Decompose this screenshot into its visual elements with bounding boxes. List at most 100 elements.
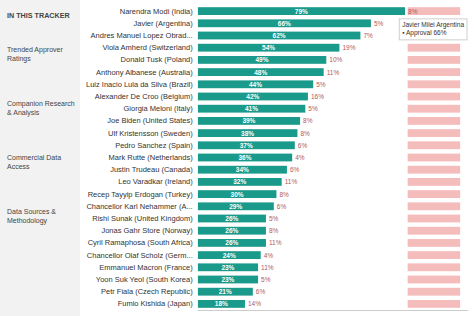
approve-bar: [198, 300, 245, 308]
disapprove-label: 6%: [298, 142, 308, 149]
disapprove-band: [408, 68, 460, 76]
disapprove-band: [408, 227, 460, 235]
disapprove-label: 7%: [363, 32, 373, 39]
disapprove-label: 4%: [264, 252, 274, 259]
value-label: 18%: [215, 300, 228, 307]
approve-bar: [198, 215, 266, 223]
approve-bar: [198, 7, 405, 15]
value-label: 21%: [219, 288, 232, 295]
value-label: 36%: [238, 154, 251, 161]
category-label: Cyril Ramaphosa (South Africa): [88, 238, 194, 247]
category-label: Luiz Inacio Lula da Silva (Brazil): [86, 80, 193, 89]
category-label: Leo Varadkar (Ireland): [118, 177, 193, 186]
category-label: Justin Trudeau (Canada): [110, 165, 193, 174]
disapprove-label: 8%: [303, 117, 313, 124]
disapprove-label: 5%: [269, 215, 279, 222]
value-label: 54%: [262, 44, 275, 51]
disapprove-label: 8%: [300, 130, 310, 137]
sidebar-item: Companion Research& Analysis: [7, 100, 75, 117]
approve-bar: [198, 117, 300, 125]
value-label: 26%: [225, 215, 238, 222]
approve-bar: [198, 202, 274, 210]
approve-bar: [198, 105, 306, 113]
value-label: 26%: [225, 239, 238, 246]
value-label: 32%: [233, 178, 246, 185]
category-label: Viola Amherd (Switzerland): [102, 43, 193, 52]
bars: [198, 7, 460, 308]
category-label: Donald Tusk (Poland): [121, 55, 194, 64]
sidebar-line: Companion Research: [7, 100, 75, 108]
approve-bar: [198, 129, 298, 137]
disapprove-band: [408, 105, 460, 113]
value-label: 38%: [241, 130, 254, 137]
approve-bar: [198, 154, 292, 162]
disapprove-band: [408, 80, 460, 88]
disapprove-label: 11%: [327, 69, 340, 76]
disapprove-band: [408, 300, 460, 308]
approve-bar: [198, 68, 324, 76]
category-label: Mark Rutte (Netherlands): [109, 153, 194, 162]
approve-bar: [198, 141, 295, 149]
category-label: Petr Fiala (Czech Republic): [101, 287, 193, 296]
approve-bar: [198, 263, 258, 271]
approve-bar: [198, 178, 282, 186]
disapprove-label: 5%: [316, 81, 326, 88]
value-label: 26%: [225, 227, 238, 234]
approve-bar: [198, 19, 371, 27]
value-label: 37%: [240, 142, 253, 149]
category-label: Fumio Kishida (Japan): [118, 299, 194, 308]
disapprove-label: 11%: [269, 239, 282, 246]
disapprove-band: [408, 166, 460, 174]
approve-bar: [198, 93, 308, 101]
disapprove-band: [408, 129, 460, 137]
approve-bar: [198, 227, 266, 235]
disapprove-label: 5%: [308, 105, 318, 112]
disapprove-band: [408, 178, 460, 186]
category-label: Ulf Kristensson (Sweden): [108, 129, 193, 138]
approve-bar: [198, 276, 258, 284]
disapprove-label: 6%: [290, 166, 300, 173]
annotation-line: Javier Milei Argentina: [402, 21, 464, 29]
approve-bar: [198, 239, 266, 247]
disapprove-band: [408, 7, 460, 15]
disapprove-band: [408, 263, 460, 271]
disapprove-band: [408, 190, 460, 198]
disapprove-label: 4%: [295, 154, 305, 161]
sidebar-item: Data Sources &Methodology: [7, 208, 56, 225]
value-label: 62%: [273, 32, 286, 39]
category-label: Chancellor Olaf Scholz (Germ...: [87, 251, 193, 260]
value-label: 48%: [254, 69, 267, 76]
disapprove-label: 19%: [342, 44, 355, 51]
approve-bar: [198, 32, 361, 40]
labels: 79%8%Narendra Modi (India)66%5%Javier (A…: [86, 7, 418, 309]
value-label: 49%: [256, 56, 269, 63]
approve-bar: [198, 166, 287, 174]
category-label: Chancellor Karl Nehammer (A...: [86, 202, 192, 211]
tooltip: Javier Milei Argentina▪ Approval 66%: [399, 19, 467, 40]
value-label: 44%: [249, 81, 262, 88]
value-label: 23%: [221, 264, 234, 271]
category-label: Anthony Albanese (Australia): [96, 68, 193, 77]
sidebar-item: Commercial DataAccess: [7, 154, 61, 170]
category-label: Javier (Argentina): [134, 19, 194, 28]
annotation-line: ▪ Approval 66%: [402, 29, 446, 37]
disapprove-band: [408, 276, 460, 284]
disapprove-label: 8%: [408, 8, 418, 15]
sidebar-line: Trended Approver: [7, 46, 63, 54]
disapprove-label: 10%: [329, 56, 342, 63]
sidebar-header: IN THIS TRACKER: [7, 11, 71, 20]
disapprove-band: [408, 202, 460, 210]
approve-bar: [198, 288, 253, 296]
disapprove-label: 6%: [277, 203, 287, 210]
category-label: Narendra Modi (India): [120, 7, 193, 16]
value-label: 34%: [236, 166, 249, 173]
disapprove-label: 5%: [374, 20, 384, 27]
approve-bar: [198, 251, 261, 259]
sidebar-line: IN THIS TRACKER: [7, 11, 71, 20]
disapprove-label: 6%: [256, 288, 266, 295]
disapprove-band: [408, 215, 460, 223]
sidebar-line: Methodology: [7, 217, 48, 225]
category-label: Jonas Gahr Store (Norway): [101, 226, 193, 235]
category-label: Yoon Suk Yeol (South Korea): [96, 275, 193, 284]
category-label: Pedro Sanchez (Spain): [115, 141, 193, 150]
